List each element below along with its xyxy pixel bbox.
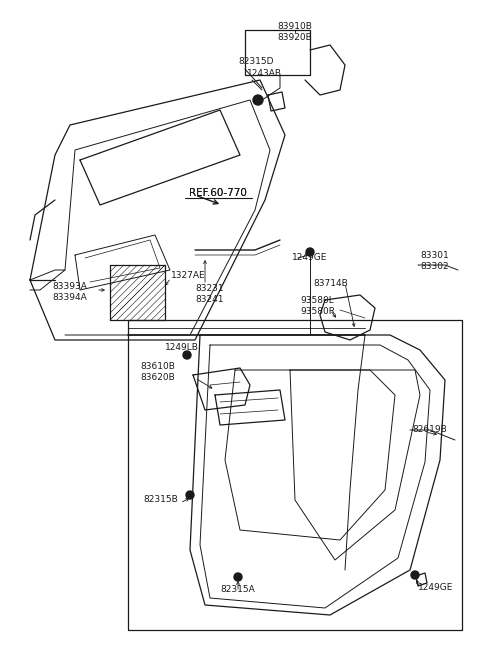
Text: 83910B
83920B: 83910B 83920B [277, 22, 312, 42]
Text: 93580L
93580R: 93580L 93580R [300, 296, 335, 316]
Text: 82315D: 82315D [238, 58, 274, 67]
Text: 1243AB: 1243AB [247, 69, 282, 79]
Circle shape [234, 573, 242, 581]
Text: 83301
83302: 83301 83302 [420, 251, 449, 271]
Text: 82315B: 82315B [143, 495, 178, 504]
Circle shape [306, 248, 314, 256]
Text: 82619B: 82619B [412, 426, 447, 434]
Text: 83714B: 83714B [313, 278, 348, 288]
Text: 82315A: 82315A [221, 586, 255, 595]
Text: 1249GE: 1249GE [418, 584, 454, 593]
Text: 1249LB: 1249LB [165, 343, 199, 352]
Circle shape [186, 491, 194, 499]
Text: REF.60-770: REF.60-770 [189, 188, 247, 198]
Text: 1327AE: 1327AE [171, 272, 205, 280]
Text: REF.60-770: REF.60-770 [189, 188, 247, 198]
Text: 1249GE: 1249GE [292, 253, 327, 263]
Text: 83231
83241: 83231 83241 [195, 284, 224, 304]
Text: 83610B
83620B: 83610B 83620B [140, 362, 175, 382]
Text: 83393A
83394A: 83393A 83394A [52, 282, 87, 302]
Circle shape [253, 95, 263, 105]
Circle shape [411, 571, 419, 579]
Circle shape [183, 351, 191, 359]
